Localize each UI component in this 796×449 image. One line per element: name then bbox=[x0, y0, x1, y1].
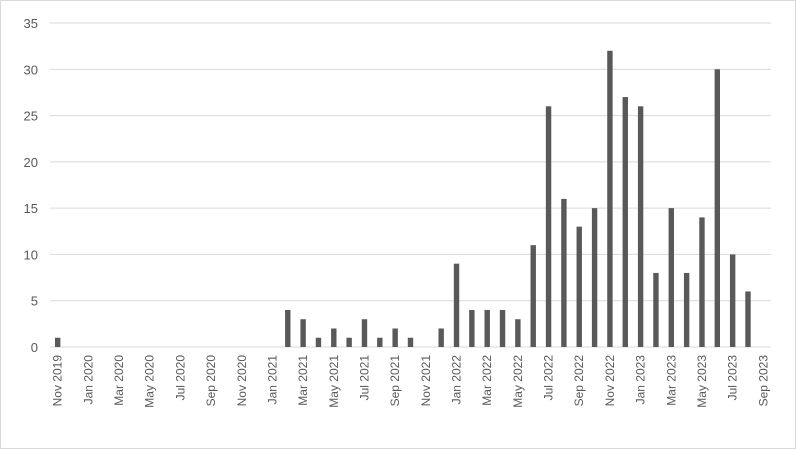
x-tick-label: Jul 2021 bbox=[357, 355, 371, 401]
bar bbox=[346, 337, 352, 347]
x-tick-label: Nov 2022 bbox=[603, 355, 617, 407]
x-tick-label: Nov 2019 bbox=[51, 355, 65, 407]
bar bbox=[745, 291, 751, 347]
bar bbox=[331, 328, 337, 347]
y-tick-label: 15 bbox=[24, 201, 38, 216]
bar bbox=[729, 254, 736, 347]
y-tick-label: 5 bbox=[31, 294, 38, 309]
y-tick-label: 20 bbox=[24, 155, 38, 170]
x-tick-label: Sep 2022 bbox=[572, 355, 586, 407]
bar bbox=[499, 309, 506, 347]
bar bbox=[699, 217, 705, 347]
y-tick-label: 35 bbox=[24, 16, 38, 31]
x-tick-label: Mar 2021 bbox=[296, 355, 310, 406]
bar bbox=[714, 69, 721, 348]
bar bbox=[300, 319, 306, 347]
bar bbox=[377, 337, 383, 347]
bar bbox=[683, 272, 690, 347]
x-tick-label: Mar 2023 bbox=[664, 355, 678, 406]
bar bbox=[392, 328, 398, 347]
x-tick-label: Nov 2020 bbox=[235, 355, 249, 407]
x-tick-label: May 2021 bbox=[327, 355, 341, 408]
y-tick-label: 0 bbox=[31, 340, 38, 355]
x-tick-label: May 2020 bbox=[143, 355, 157, 408]
bar bbox=[653, 272, 659, 347]
x-tick-label: Jan 2023 bbox=[634, 355, 648, 405]
bar bbox=[515, 319, 521, 347]
bar bbox=[438, 328, 444, 347]
x-tick-label: Mar 2020 bbox=[112, 355, 126, 406]
bar bbox=[484, 309, 490, 347]
x-tick-label: Jul 2023 bbox=[726, 355, 740, 401]
x-tick-label: May 2022 bbox=[511, 355, 525, 408]
bar bbox=[622, 97, 628, 347]
x-tick-label: Jul 2020 bbox=[173, 355, 187, 401]
bar bbox=[530, 245, 536, 347]
x-tick-label: Nov 2021 bbox=[419, 355, 433, 407]
bar bbox=[545, 106, 552, 347]
bar bbox=[576, 226, 582, 347]
bar bbox=[637, 106, 644, 347]
x-tick-label: Jan 2022 bbox=[450, 355, 464, 405]
x-tick-label: May 2023 bbox=[695, 355, 709, 408]
bar bbox=[407, 337, 414, 347]
bar bbox=[54, 337, 61, 347]
x-tick-label: Sep 2023 bbox=[756, 355, 770, 407]
bar bbox=[469, 309, 475, 347]
bar bbox=[561, 198, 567, 347]
bar bbox=[285, 309, 291, 347]
x-tick-label: Sep 2021 bbox=[388, 355, 402, 407]
x-tick-label: Jan 2020 bbox=[81, 355, 95, 405]
bar bbox=[361, 319, 368, 347]
bar bbox=[591, 208, 598, 347]
bar bbox=[315, 337, 322, 347]
y-tick-label: 25 bbox=[24, 109, 38, 124]
x-tick-label: Jan 2021 bbox=[265, 355, 279, 405]
bar bbox=[668, 208, 674, 347]
bar bbox=[607, 50, 613, 348]
y-tick-label: 10 bbox=[24, 247, 38, 262]
x-tick-label: Jul 2022 bbox=[542, 355, 556, 401]
x-tick-label: Sep 2020 bbox=[204, 355, 218, 407]
x-tick-label: Mar 2022 bbox=[480, 355, 494, 406]
bar bbox=[453, 263, 460, 347]
y-tick-label: 30 bbox=[24, 62, 38, 77]
